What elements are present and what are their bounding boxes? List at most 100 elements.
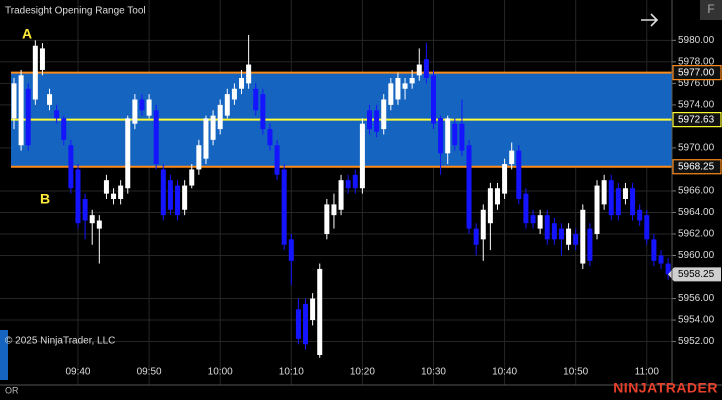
candle-body <box>146 99 152 116</box>
candle-body <box>452 123 458 146</box>
candle-body <box>210 115 216 140</box>
candle-body <box>530 215 536 224</box>
candle-body <box>381 99 387 130</box>
candle-body <box>374 110 380 132</box>
candle-body <box>267 129 273 146</box>
candle-body <box>111 193 117 200</box>
candle-body <box>139 99 145 111</box>
candle-body <box>68 145 74 189</box>
candle-body <box>388 83 394 105</box>
y-tick-label: 5952.00 <box>678 336 715 347</box>
candle-body <box>430 75 436 124</box>
y-tick-label: 5974.00 <box>678 100 715 111</box>
x-tick-label: 10:20 <box>350 367 375 378</box>
candle-body <box>459 123 465 151</box>
candle-body <box>18 75 24 146</box>
candle-body <box>487 188 493 224</box>
footer-tab[interactable]: OR <box>5 385 19 395</box>
candle-body <box>367 110 372 130</box>
y-tick-label: 5970.00 <box>678 143 715 154</box>
f-button[interactable] <box>700 0 722 20</box>
chart-title: Tradesight Opening Range Tool <box>5 6 146 17</box>
candle-body <box>288 239 294 261</box>
scroll-marker[interactable] <box>0 330 8 380</box>
candle-body <box>580 209 586 264</box>
candle-body <box>630 188 636 216</box>
candle-body <box>75 169 81 224</box>
y-tick-label: 5964.00 <box>678 207 715 218</box>
x-tick-label: 10:10 <box>279 367 304 378</box>
candle-body <box>118 185 124 200</box>
candle-body <box>260 94 266 130</box>
candle-body <box>11 83 17 119</box>
x-tick-label: 09:40 <box>65 367 90 378</box>
candle-body <box>637 209 643 221</box>
candle-body <box>438 118 444 154</box>
price-label-box <box>672 159 722 175</box>
x-tick-label: 09:50 <box>137 367 162 378</box>
candle-body <box>203 118 209 159</box>
candle-body <box>345 180 351 189</box>
x-tick-label: 10:30 <box>421 367 446 378</box>
candle-body <box>125 118 131 189</box>
candle-body <box>402 83 408 89</box>
candle-body <box>416 64 422 76</box>
candle-body <box>502 164 508 194</box>
candle-body <box>324 204 330 234</box>
x-tick-label: 11:00 <box>635 367 660 378</box>
candle-body <box>395 77 401 100</box>
price-label-box <box>672 65 722 81</box>
price-label: 5968.25 <box>678 161 715 172</box>
candle-body <box>665 263 671 275</box>
y-tick-label: 5960.00 <box>678 250 715 261</box>
y-tick-label: 5956.00 <box>678 293 715 304</box>
candle-body <box>473 228 479 245</box>
price-label: 5972.63 <box>678 114 715 125</box>
candles <box>11 34 671 358</box>
candle-body <box>573 233 579 245</box>
candle-body <box>409 77 415 84</box>
candle-body <box>182 185 188 210</box>
y-tick-label: 5954.00 <box>678 315 715 326</box>
y-tick-label: 5966.00 <box>678 186 715 197</box>
last-price-label: 5958.25 <box>678 269 715 280</box>
y-tick-label: 5980.00 <box>678 35 715 46</box>
candle-body <box>160 169 166 216</box>
candle-body <box>274 145 280 175</box>
candle-body <box>25 88 31 146</box>
y-tick-label: 5962.00 <box>678 229 715 240</box>
x-tick-label: 10:40 <box>492 367 517 378</box>
candle-body <box>175 185 181 216</box>
candle-body <box>310 298 316 321</box>
candle-body <box>509 150 515 165</box>
candle-body <box>246 64 252 84</box>
y-tick-label: 5978.00 <box>678 56 715 67</box>
candle-body <box>196 145 202 170</box>
candle-body <box>281 169 287 245</box>
brand-logo: NINJATRADER <box>613 380 718 396</box>
candle-body <box>253 88 259 111</box>
candle-body <box>295 309 301 339</box>
candle-body <box>601 180 607 205</box>
candle-body <box>359 123 365 189</box>
candle-body <box>537 215 543 229</box>
candle-body <box>566 228 572 245</box>
candle-body <box>217 104 223 130</box>
candle-body <box>331 204 337 216</box>
axes: 5952.00 5954.00 5956.00 5960.00 5962.00 5964.… <box>65 35 722 378</box>
candle-body <box>445 118 451 154</box>
candle-body <box>658 255 664 264</box>
f-button-label[interactable]: F <box>707 2 714 16</box>
candle-body <box>338 180 344 210</box>
arrow-icon[interactable] <box>641 13 659 27</box>
annotation: B <box>40 191 50 207</box>
candle-body <box>615 188 621 216</box>
candle-body <box>516 150 522 200</box>
candle-body <box>423 59 429 78</box>
candle-body <box>651 239 657 261</box>
candle-body <box>544 215 550 240</box>
candle-body <box>523 193 529 224</box>
candle-body <box>82 199 88 221</box>
candle-body <box>644 215 650 240</box>
candle-body <box>622 188 628 200</box>
